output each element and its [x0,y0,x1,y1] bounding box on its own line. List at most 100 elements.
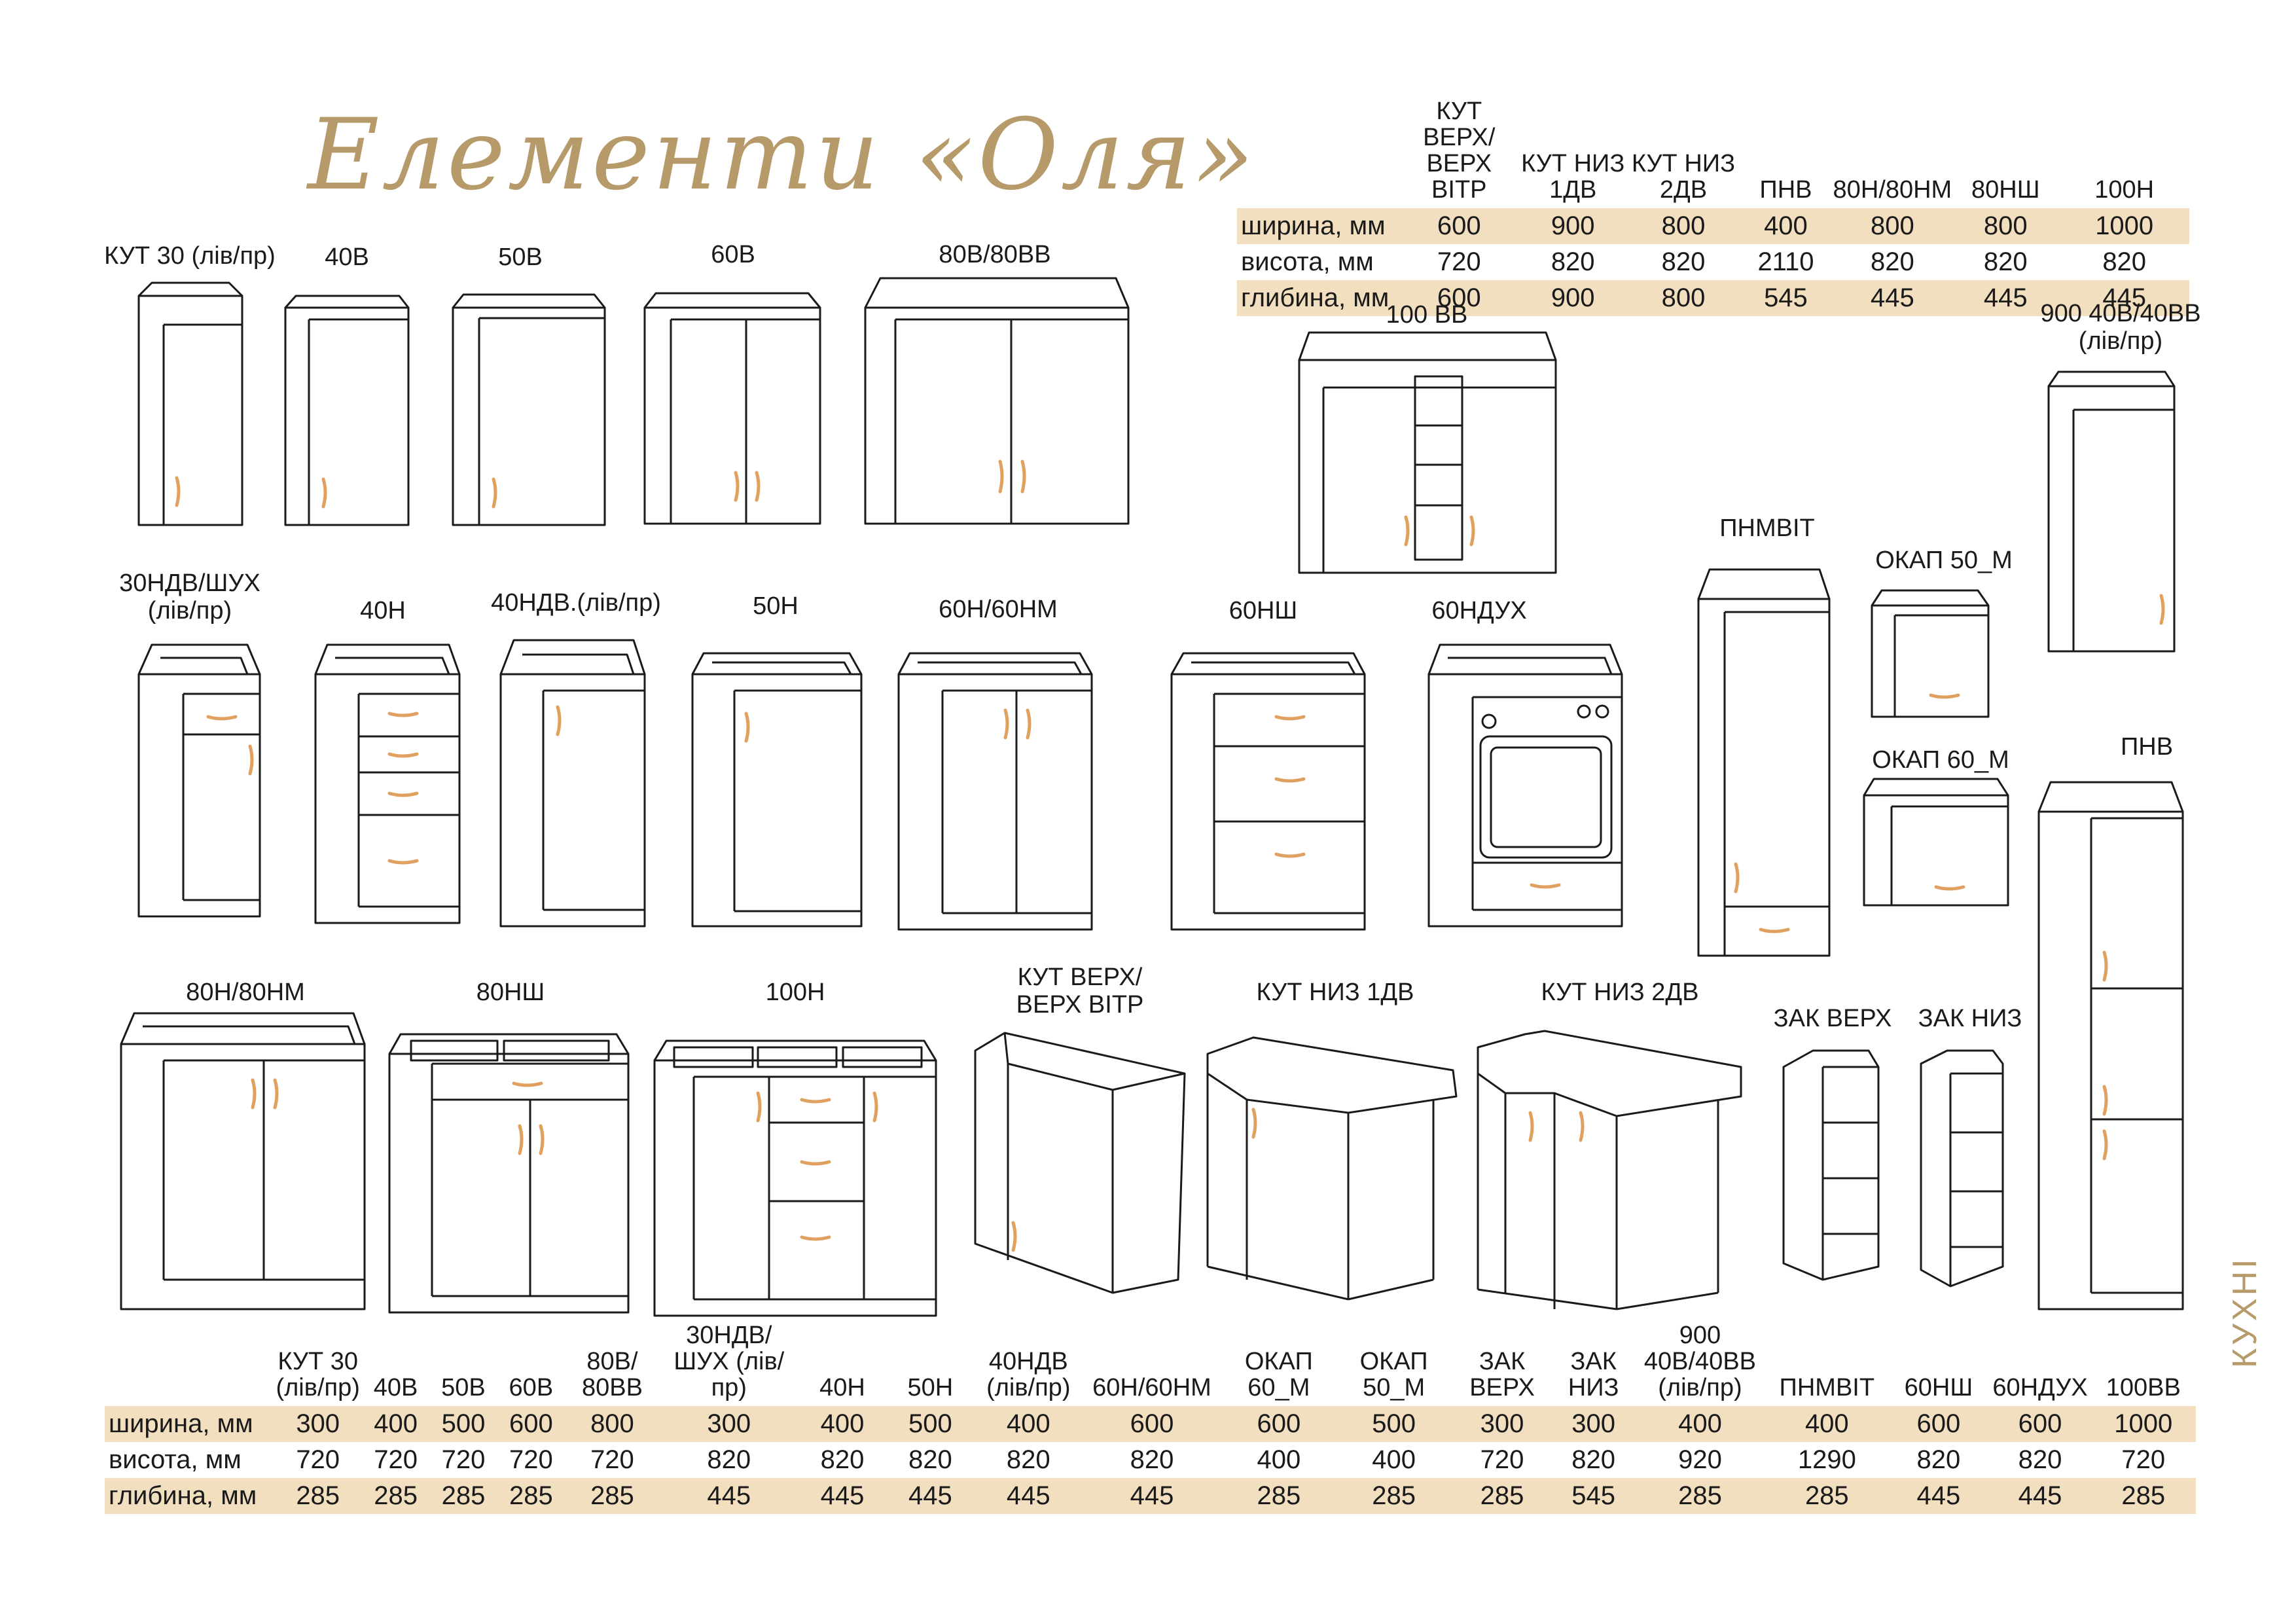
table-cell: 500 [1336,1406,1452,1442]
table-cell: 285 [1634,1478,1767,1514]
table-cell: 285 [1766,1478,1888,1514]
table-cell: 285 [429,1478,497,1514]
bottom-col-header: 40Н [819,1374,865,1401]
bottom-col-header: 60НДУХ [1992,1374,2088,1401]
table-cell: 820 [1870,247,1914,276]
bottom-col-header: ЗАК НИЗ [1568,1348,1619,1401]
cabinet-kut30 [137,281,243,526]
item-label-40ndv: 40НДВ.(лів/пр) [491,589,661,617]
item-label-kut-niz-1dv: КУТ НИЗ 1ДВ [1256,979,1414,1006]
cabinet-okap60 [1863,778,2009,907]
handle-icon [998,460,1026,494]
table-cell: 820 [1916,1445,1961,1474]
top-col-header: КУТ НИЗ 2ДВ [1631,150,1736,204]
handle-icon [1274,715,1306,858]
table-cell: 920 [1678,1445,1722,1474]
table-cell: 500 [886,1406,975,1442]
handle-icon [206,715,254,776]
handle-icon [251,1078,279,1110]
table-cell: 1290 [1797,1445,1856,1474]
table-row: висота, мм 720 720 720 720 720 820 820 820 820 820… [105,1442,2196,1478]
handle-icon [1251,1108,1257,1139]
handle-icon [175,476,181,507]
cabinet-30ndv [137,643,261,918]
table-cell: 900 [1517,280,1628,316]
item-label-60n: 60Н/60НМ [939,596,1058,623]
table-cell: 285 [1221,1478,1336,1514]
table-cell: 800 [1952,208,2060,244]
cabinet-60nduh [1427,643,1623,928]
table-cell: 820 [820,1445,865,1474]
table-row: глибина, мм 285 285 285 285 285 445 445 445 445 44… [105,1478,2196,1514]
table-cell: 285 [565,1478,660,1514]
table-cell: 300 [1552,1406,1634,1442]
table-cell: 1000 [2090,1406,2196,1442]
table-cell: 300 [659,1406,798,1442]
table-cell: 1000 [2059,208,2189,244]
handle-icon [512,1081,545,1155]
table-cell: 800 [1833,208,1952,244]
handle-icon [734,471,761,502]
cabinet-40v [284,295,410,526]
bottom-col-header: 40В [373,1374,418,1401]
item-label-60v: 60В [711,241,755,268]
handle-icon [1003,708,1031,740]
table-cell: 720 [441,1445,486,1474]
table-cell: 720 [590,1445,634,1474]
table-cell: 400 [1257,1445,1301,1474]
cabinet-kut-niz-1dv [1206,1036,1458,1301]
table-row: ширина, мм 300 400 500 600 800 300 400 500 400 600… [105,1406,2196,1442]
item-label-30ndv: 30НДВ/ШУХ (лів/пр) [119,569,260,624]
item-label-80v: 80В/80ВВ [939,241,1051,268]
bottom-col-header: 50В [441,1374,486,1401]
table-cell: 400 [974,1406,1083,1442]
item-label-okap50: ОКАП 50_М [1875,547,2013,574]
row-label: глибина, мм [1237,280,1401,316]
table-cell: 445 [1833,280,1952,316]
cabinet-100n [653,1039,937,1317]
top-spec-table: КУТ ВЕРХ/ ВЕРХ ВІТР КУТ НИЗ 1ДВ КУТ НИЗ 2Д… [1237,98,2189,316]
top-col-header: 80Н/80НМ [1833,176,1952,204]
table-cell: 720 [1437,247,1481,276]
table-row: ширина, мм 600 900 800 400 800 800 1000 [1237,208,2189,244]
table-cell: 820 [707,1445,751,1474]
cabinet-zak-verh [1782,1049,1880,1281]
table-cell: 820 [1006,1445,1050,1474]
bottom-col-header: 50Н [907,1374,954,1401]
cabinet-60n [897,652,1093,931]
bottom-col-header: 40НДВ (лів/пр) [986,1348,1071,1401]
table-cell: 800 [565,1406,660,1442]
table-cell: 720 [296,1445,340,1474]
cabinet-40n [314,643,461,924]
table-cell: 285 [1336,1478,1452,1514]
table-row: висота, мм 720 820 820 2110 820 820 820 [1237,244,2189,280]
table-cell: 400 [1372,1445,1416,1474]
table-cell: 600 [1989,1406,2091,1442]
handle-icon [321,477,327,509]
bottom-col-header: 100ВВ [2106,1374,2181,1401]
handle-icon [1011,1221,1017,1252]
table-cell: 600 [1400,208,1518,244]
item-label-pnv: ПНВ [2120,733,2174,761]
table-cell: 445 [886,1478,975,1514]
table-cell: 600 [1221,1406,1336,1442]
table-cell: 820 [2018,1445,2062,1474]
table-cell: 800 [1628,280,1739,316]
table-cell: 2110 [1757,247,1814,276]
item-label-40v: 40В [325,244,369,271]
table-cell: 820 [1551,247,1595,276]
table-cell: 285 [361,1478,430,1514]
table-cell: 300 [1451,1406,1553,1442]
bottom-col-header: ПНМВІТ [1779,1374,1875,1401]
table-cell: 600 [1888,1406,1990,1442]
item-label-60nsh: 60НШ [1229,597,1298,624]
table-cell: 820 [1983,247,2028,276]
handle-icon [556,705,562,736]
top-col-header: КУТ ВЕРХ/ ВЕРХ ВІТР [1423,98,1496,204]
item-label-100n: 100Н [765,979,825,1006]
item-label-kut-verh: КУТ ВЕРХ/ ВЕРХ ВІТР [1016,964,1144,1019]
item-label-900-40v: 900 40В/40ВВ (лів/пр) [2040,300,2201,355]
item-label-50n: 50Н [753,592,798,620]
handle-icon [387,712,419,865]
